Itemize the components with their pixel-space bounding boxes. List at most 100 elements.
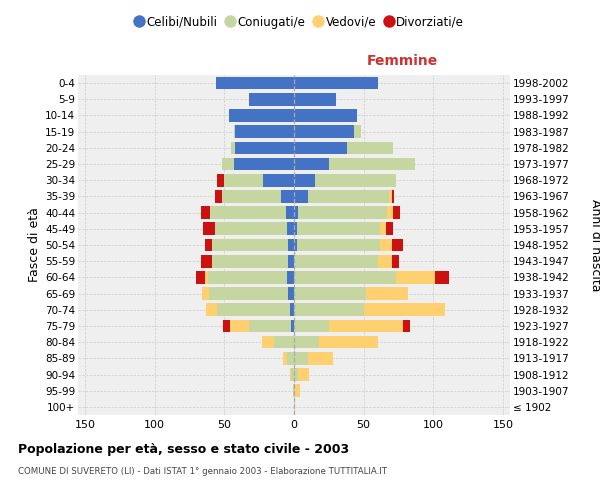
Bar <box>216 77 294 90</box>
Bar <box>294 336 319 348</box>
Bar <box>295 384 299 397</box>
Bar <box>294 288 367 300</box>
Bar <box>290 304 294 316</box>
Text: COMUNE DI SUVERETO (LI) - Dati ISTAT 1° gennaio 2003 - Elaborazione TUTTITALIA.I: COMUNE DI SUVERETO (LI) - Dati ISTAT 1° … <box>18 468 387 476</box>
Bar <box>205 238 212 252</box>
Bar <box>289 255 294 268</box>
Bar <box>298 206 388 219</box>
Bar <box>229 109 294 122</box>
Bar <box>202 288 209 300</box>
Bar <box>388 206 393 219</box>
Bar <box>196 271 205 283</box>
Bar <box>215 190 221 202</box>
Bar <box>294 190 308 202</box>
Bar <box>294 126 354 138</box>
Bar <box>308 190 389 202</box>
Bar <box>377 255 392 268</box>
Bar <box>286 206 294 219</box>
Bar <box>203 222 215 235</box>
Bar <box>208 271 287 283</box>
Bar <box>297 222 380 235</box>
Bar <box>294 93 336 106</box>
Bar <box>287 222 294 235</box>
Bar <box>319 336 377 348</box>
Bar <box>294 400 295 413</box>
Text: Popolazione per età, sesso e stato civile - 2003: Popolazione per età, sesso e stato civil… <box>18 442 349 456</box>
Bar <box>212 238 289 252</box>
Bar <box>354 126 361 138</box>
Bar <box>389 190 392 202</box>
Bar <box>287 271 294 283</box>
Bar <box>235 126 294 138</box>
Bar <box>294 206 298 219</box>
Bar <box>298 368 310 381</box>
Bar <box>212 255 289 268</box>
Bar <box>230 320 250 332</box>
Bar <box>235 142 294 154</box>
Bar <box>294 384 295 397</box>
Bar <box>231 142 235 154</box>
Bar <box>386 222 393 235</box>
Bar <box>435 271 449 283</box>
Bar <box>294 255 377 268</box>
Bar <box>274 336 294 348</box>
Bar <box>283 352 287 364</box>
Bar <box>291 320 294 332</box>
Bar <box>297 238 380 252</box>
Bar <box>294 368 298 381</box>
Bar <box>294 352 308 364</box>
Bar <box>392 255 398 268</box>
Bar <box>289 288 294 300</box>
Bar <box>209 288 289 300</box>
Legend: Celibi/Nubili, Coniugati/e, Vedovi/e, Divorziati/e: Celibi/Nubili, Coniugati/e, Vedovi/e, Di… <box>131 11 469 34</box>
Bar <box>263 174 294 186</box>
Bar <box>294 320 329 332</box>
Y-axis label: Fasce di età: Fasce di età <box>28 208 41 282</box>
Bar <box>294 238 297 252</box>
Bar <box>347 142 393 154</box>
Bar <box>380 222 386 235</box>
Bar <box>250 93 294 106</box>
Bar <box>281 190 294 202</box>
Bar <box>294 304 364 316</box>
Bar <box>329 158 415 170</box>
Bar <box>211 206 286 219</box>
Bar <box>294 77 377 90</box>
Bar <box>294 174 315 186</box>
Bar <box>221 190 281 202</box>
Bar <box>223 320 230 332</box>
Bar <box>221 158 234 170</box>
Bar <box>294 109 357 122</box>
Bar <box>234 126 235 138</box>
Bar <box>392 238 403 252</box>
Bar <box>294 222 297 235</box>
Bar <box>224 174 263 186</box>
Bar <box>287 352 294 364</box>
Bar <box>217 304 290 316</box>
Bar <box>291 368 294 381</box>
Bar <box>262 336 274 348</box>
Text: Femmine: Femmine <box>367 54 437 68</box>
Bar <box>290 368 291 381</box>
Bar <box>294 158 329 170</box>
Bar <box>396 271 435 283</box>
Bar <box>294 271 396 283</box>
Bar <box>289 238 294 252</box>
Bar <box>217 174 224 186</box>
Bar <box>206 304 217 316</box>
Bar <box>293 384 294 397</box>
Bar <box>364 304 445 316</box>
Bar <box>205 271 208 283</box>
Y-axis label: Anni di nascita: Anni di nascita <box>589 198 600 291</box>
Bar <box>200 206 211 219</box>
Bar <box>329 320 403 332</box>
Bar <box>367 288 408 300</box>
Bar <box>294 142 347 154</box>
Bar <box>392 190 394 202</box>
Bar <box>250 320 291 332</box>
Bar <box>403 320 410 332</box>
Bar <box>308 352 333 364</box>
Bar <box>393 206 400 219</box>
Bar <box>380 238 392 252</box>
Bar <box>215 222 287 235</box>
